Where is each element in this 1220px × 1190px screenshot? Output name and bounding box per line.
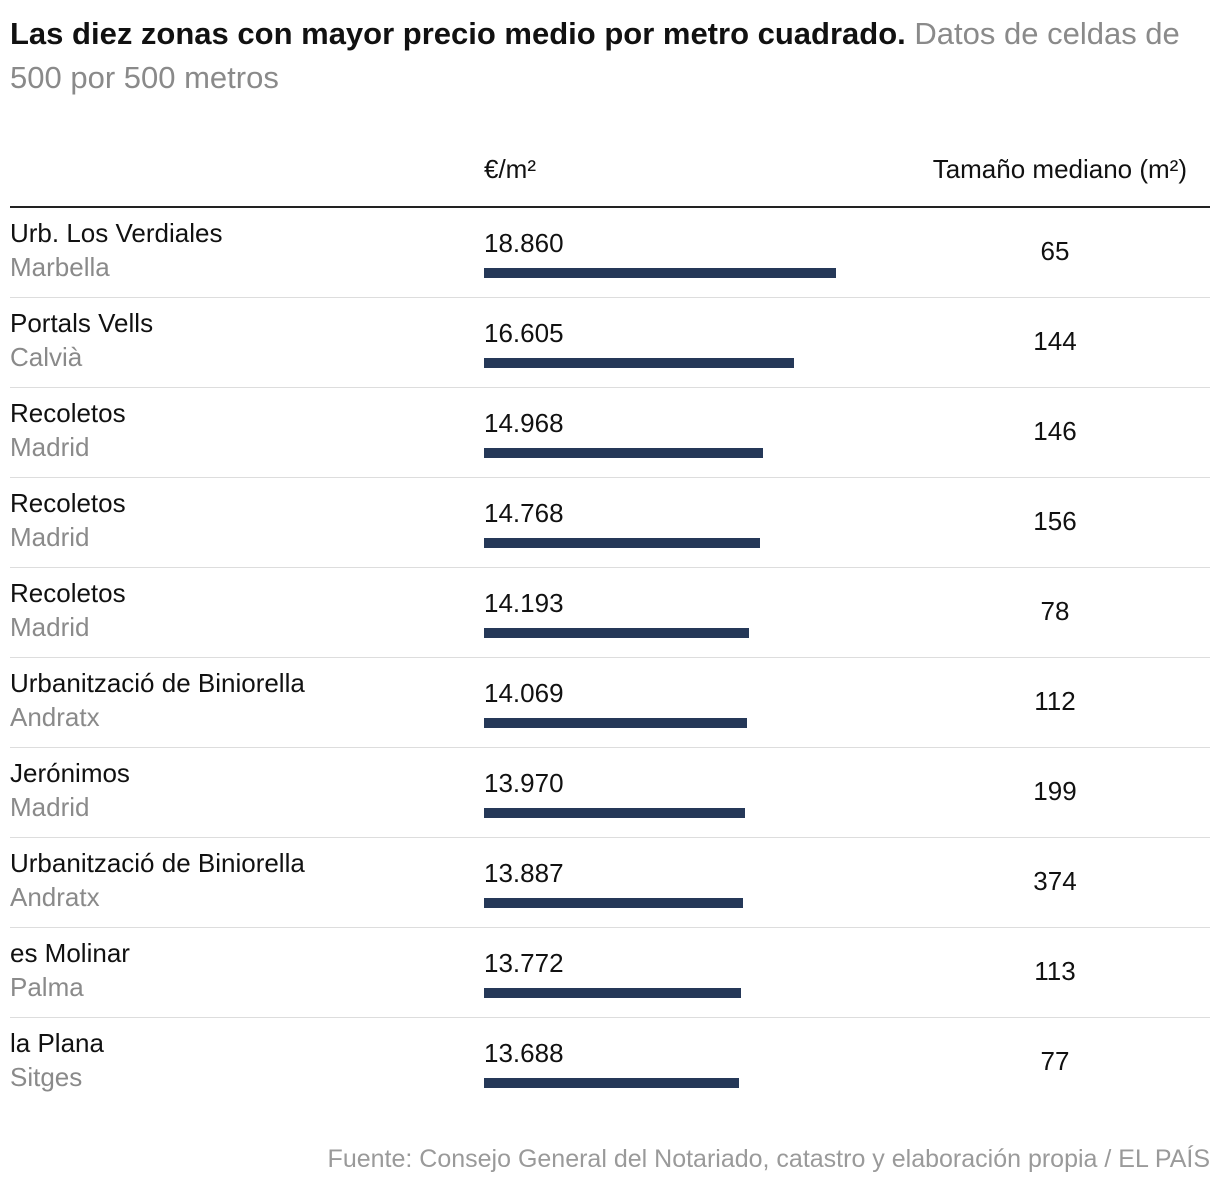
price-bar xyxy=(484,808,745,818)
table-row: Jerónimos Madrid 13.970 199 xyxy=(10,748,1210,838)
price-label: 14.193 xyxy=(484,588,564,618)
city-name: Palma xyxy=(10,972,84,1002)
table-row: Urbanització de Biniorella Andratx 14.069 1… xyxy=(10,658,1210,748)
median-size: 78 xyxy=(1040,596,1070,626)
table-body: Urb. Los Verdiales Marbella 18.860 65 Portal… xyxy=(10,208,1210,1107)
price-label: 13.970 xyxy=(484,768,564,798)
source-note: Fuente: Consejo General del Notariado, c… xyxy=(327,1145,1210,1173)
city-name: Madrid xyxy=(10,792,90,822)
median-size: 65 xyxy=(1040,236,1070,266)
city-name: Madrid xyxy=(10,432,90,462)
city-name: Andratx xyxy=(10,882,100,912)
price-bar xyxy=(484,718,747,728)
table-row: Urb. Los Verdiales Marbella 18.860 65 xyxy=(10,208,1210,298)
table-row: la Plana Sitges 13.688 77 xyxy=(10,1018,1210,1107)
zone-name: Recoletos xyxy=(10,578,126,608)
price-bar xyxy=(484,538,760,548)
median-size: 146 xyxy=(1033,416,1077,446)
title-subtitle: Datos de celdas de 500 por 500 metros xyxy=(10,16,1180,95)
zone-name: Jerónimos xyxy=(10,758,130,788)
zone-name: Recoletos xyxy=(10,398,126,428)
median-size: 199 xyxy=(1033,776,1077,806)
table-header: €/m² Tamaño mediano (m²) xyxy=(10,140,1210,208)
price-bar xyxy=(484,898,743,908)
city-name: Sitges xyxy=(10,1062,83,1092)
city-name: Madrid xyxy=(10,612,90,642)
table-row: Urbanització de Biniorella Andratx 13.887 3… xyxy=(10,838,1210,928)
price-bar xyxy=(484,628,749,638)
price-label: 18.860 xyxy=(484,228,564,258)
zone-name: Urb. Los Verdiales xyxy=(10,218,223,248)
median-size: 374 xyxy=(1033,866,1077,896)
city-name: Calvià xyxy=(10,342,83,372)
zone-name: Urbanització de Biniorella xyxy=(10,668,305,698)
title-main: Las diez zonas con mayor precio medio po… xyxy=(10,16,898,51)
price-label: 16.605 xyxy=(484,318,564,348)
price-label: 14.069 xyxy=(484,678,564,708)
median-size: 144 xyxy=(1033,326,1077,356)
ranking-table: €/m² Tamaño mediano (m²) Urb. Los Verdia… xyxy=(10,140,1210,1107)
price-bar xyxy=(484,268,836,278)
price-column-header: €/m² xyxy=(484,154,536,184)
table-row: Portals Vells Calvià 16.605 144 xyxy=(10,298,1210,388)
price-bar xyxy=(484,1078,739,1088)
price-label: 14.768 xyxy=(484,498,564,528)
size-column-header: Tamaño mediano (m²) xyxy=(932,154,1187,184)
price-bar xyxy=(484,448,763,458)
median-size: 112 xyxy=(1034,686,1076,716)
zone-name: Recoletos xyxy=(10,488,126,518)
price-label: 13.688 xyxy=(484,1038,564,1068)
median-size: 156 xyxy=(1033,506,1077,536)
price-label: 14.968 xyxy=(484,408,564,438)
zone-name: la Plana xyxy=(10,1028,104,1058)
zone-name: es Molinar xyxy=(10,938,130,968)
table-row: es Molinar Palma 13.772 113 xyxy=(10,928,1210,1018)
price-label: 13.887 xyxy=(484,858,564,888)
median-size: 77 xyxy=(1040,1046,1070,1076)
title-dot: . xyxy=(897,16,906,51)
city-name: Madrid xyxy=(10,522,90,552)
zone-name: Urbanització de Biniorella xyxy=(10,848,305,878)
table-row: Recoletos Madrid 14.193 78 xyxy=(10,568,1210,658)
city-name: Marbella xyxy=(10,252,110,282)
price-bar xyxy=(484,988,741,998)
price-label: 13.772 xyxy=(484,948,564,978)
median-size: 113 xyxy=(1034,956,1076,986)
city-name: Andratx xyxy=(10,702,100,732)
table-row: Recoletos Madrid 14.768 156 xyxy=(10,478,1210,568)
table-row: Recoletos Madrid 14.968 146 xyxy=(10,388,1210,478)
zone-name: Portals Vells xyxy=(10,308,154,338)
price-bar xyxy=(484,358,794,368)
chart-title: Las diez zonas con mayor precio medio po… xyxy=(10,12,1210,100)
